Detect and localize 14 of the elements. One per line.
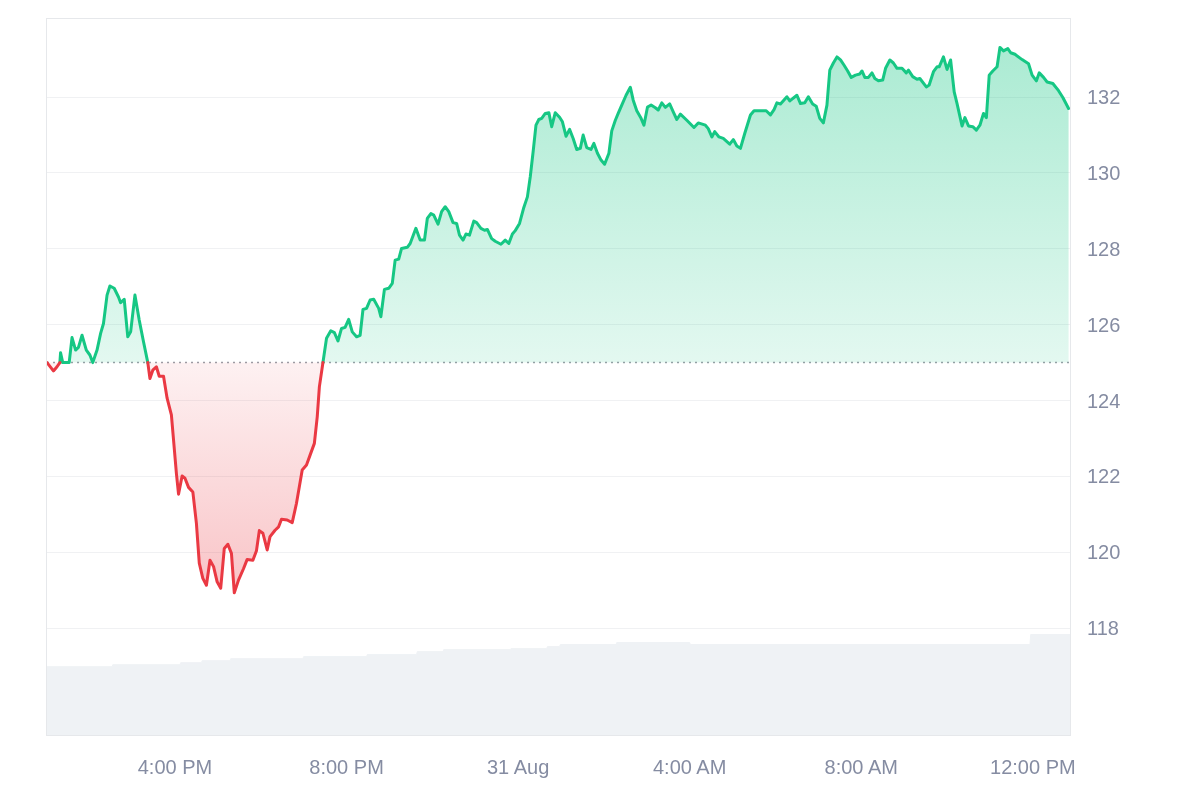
y-tick-label: 126 bbox=[1087, 313, 1121, 336]
y-tick-label: 120 bbox=[1087, 541, 1121, 564]
x-tick-label: 8:00 AM bbox=[824, 756, 898, 778]
x-tick-label: 8:00 PM bbox=[309, 756, 384, 778]
y-tick-label: 122 bbox=[1087, 465, 1121, 488]
y-tick-label: 132 bbox=[1087, 86, 1121, 109]
x-tick-label: 31 Aug bbox=[486, 756, 550, 778]
x-tick-label: 4:00 PM bbox=[137, 756, 213, 778]
x-tick-label: 12:00 PM bbox=[990, 756, 1076, 778]
y-tick-label: 118 bbox=[1087, 617, 1119, 640]
y-tick-label: 128 bbox=[1087, 237, 1121, 260]
y-tick-label: 130 bbox=[1087, 161, 1121, 184]
x-tick-label: 4:00 AM bbox=[652, 756, 727, 778]
y-tick-label: 124 bbox=[1087, 389, 1121, 412]
